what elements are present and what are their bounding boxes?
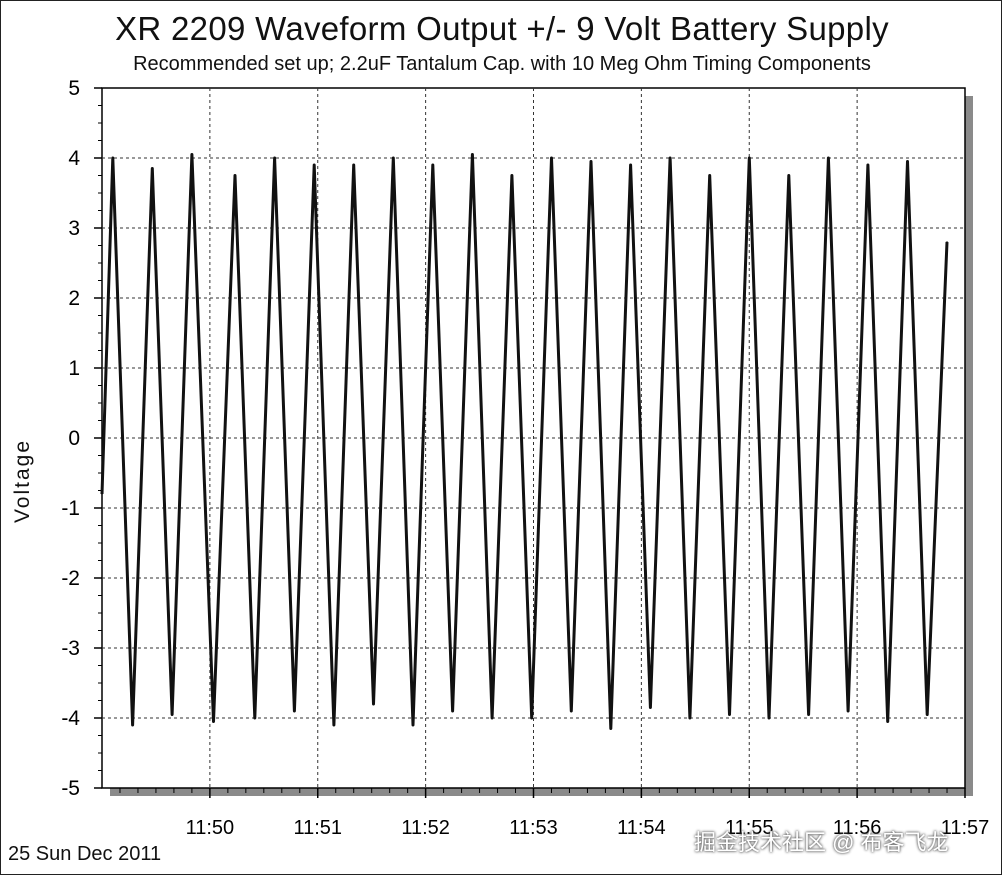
series-point xyxy=(451,710,454,712)
y-tick-label: -3 xyxy=(61,637,80,660)
x-tick-label: 11:53 xyxy=(509,817,558,839)
y-tick-label: 5 xyxy=(68,77,80,100)
chart-subtitle: Recommended set up; 2.2uF Tantalum Cap. … xyxy=(133,53,871,75)
y-tick-label: 2 xyxy=(68,287,80,310)
series-point xyxy=(530,717,533,719)
series-point xyxy=(313,164,315,166)
series-point xyxy=(491,717,493,719)
series-point xyxy=(352,164,355,166)
x-tick-label: 11:52 xyxy=(401,817,450,839)
y-tick-label: 3 xyxy=(68,217,80,240)
series-point xyxy=(111,157,114,159)
series-point xyxy=(234,174,236,177)
series-point xyxy=(768,717,770,719)
x-tick-label: 11:51 xyxy=(293,817,342,839)
y-tick-label: -5 xyxy=(61,777,80,800)
series-point xyxy=(689,717,691,719)
y-tick-label: -4 xyxy=(61,707,80,730)
series-point xyxy=(273,157,276,159)
series-point xyxy=(827,157,830,159)
series-point xyxy=(171,713,173,716)
y-tick-label: 1 xyxy=(68,357,80,380)
series-point xyxy=(669,157,671,159)
series-point xyxy=(788,174,790,177)
series-point xyxy=(649,706,652,709)
y-tick-label: -1 xyxy=(61,497,80,520)
series-point xyxy=(847,710,849,712)
series-point xyxy=(886,720,889,723)
series-point xyxy=(748,157,751,159)
series-point xyxy=(550,157,553,159)
series-point xyxy=(471,153,474,156)
series-point xyxy=(728,713,731,716)
series-point xyxy=(946,241,948,243)
watermark: 掘金技术社区 @ 布客飞龙 xyxy=(694,830,949,855)
series-point xyxy=(432,164,434,166)
x-tick-label: 11:57 xyxy=(941,817,990,839)
x-tick-label: 11:54 xyxy=(617,817,666,839)
series-point xyxy=(629,164,632,166)
series-point xyxy=(372,703,375,705)
x-tick-label: 11:50 xyxy=(186,817,235,839)
series-point xyxy=(610,727,612,730)
date-stamp: 25 Sun Dec 2011 xyxy=(8,843,162,865)
series-line-0 xyxy=(100,153,949,730)
series-point xyxy=(511,174,513,177)
y-tick-label: 4 xyxy=(68,147,80,170)
series-point xyxy=(867,164,869,166)
x-tick-label: 11:55 xyxy=(725,817,774,839)
y-tick-label: 0 xyxy=(68,427,80,450)
series-point xyxy=(807,713,810,716)
series-point xyxy=(590,160,592,163)
series-point xyxy=(333,724,335,726)
y-tick-label: -2 xyxy=(61,567,80,590)
series-point xyxy=(412,724,414,726)
x-tick-label: 11:56 xyxy=(833,817,882,839)
series-point xyxy=(570,710,573,712)
series-point xyxy=(131,724,134,726)
series-point xyxy=(254,717,256,719)
series-point xyxy=(101,493,103,495)
series-point xyxy=(151,167,154,170)
series-point xyxy=(212,720,215,723)
series-point xyxy=(392,157,395,159)
series-point xyxy=(708,174,711,177)
series-point xyxy=(906,160,909,163)
series-point xyxy=(191,153,193,156)
chart-title: XR 2209 Waveform Output +/- 9 Volt Batte… xyxy=(115,10,889,47)
series-point xyxy=(926,713,929,716)
series-point xyxy=(293,710,296,712)
